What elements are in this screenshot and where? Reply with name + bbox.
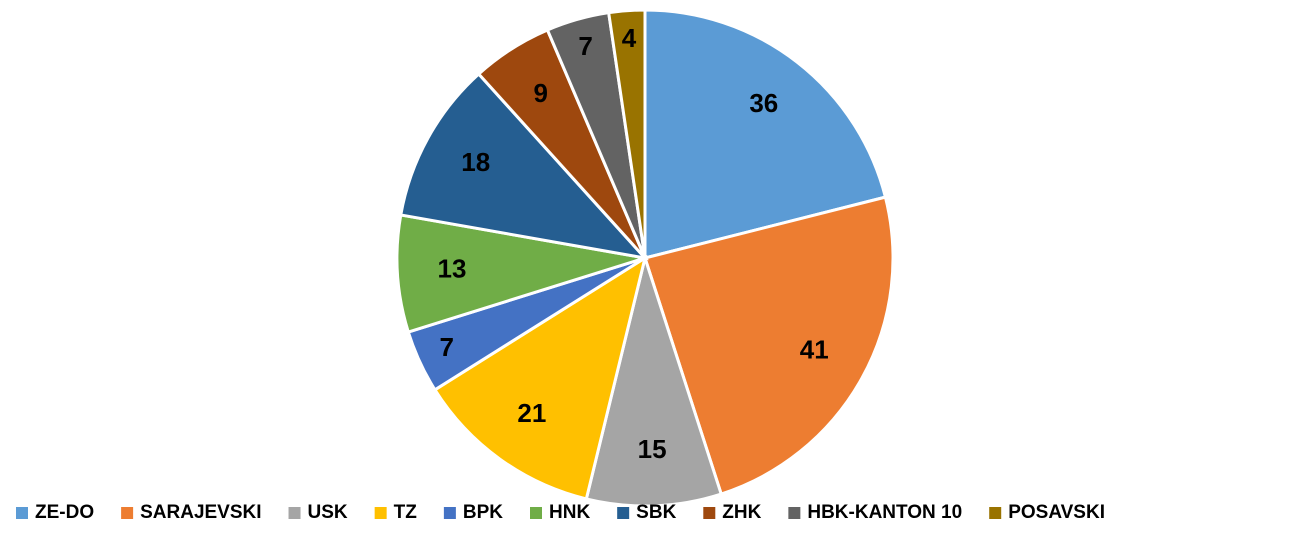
data-label: 36	[749, 88, 778, 118]
data-label: 21	[517, 398, 546, 428]
pie-slice	[606, 8, 647, 259]
legend-label: SBK	[636, 502, 676, 523]
legend-label: POSAVSKI	[1008, 502, 1105, 523]
data-label: 41	[800, 335, 829, 365]
legend-swatch	[288, 507, 301, 519]
legend-label: USK	[308, 502, 348, 523]
legend-label: HBK-KANTON 10	[807, 502, 962, 523]
data-label: 7	[440, 332, 454, 362]
data-label: 7	[578, 31, 592, 61]
legend-swatch	[121, 507, 134, 519]
pie-slice	[584, 252, 724, 508]
legend-label: BPK	[463, 502, 503, 523]
data-label: 18	[461, 147, 490, 177]
legend-label: ZHK	[722, 502, 761, 523]
pie-slice	[643, 8, 888, 260]
pie-slice	[643, 195, 895, 496]
data-label: 15	[638, 434, 667, 464]
legend-swatch	[16, 507, 28, 519]
legend-label: HNK	[549, 502, 590, 523]
pie-slice	[399, 71, 650, 261]
legend-swatch	[443, 507, 456, 519]
legend-swatch	[530, 507, 542, 519]
legend-swatch	[788, 507, 801, 519]
legend-swatch	[617, 507, 630, 519]
data-label: 9	[533, 78, 547, 108]
legend-label: SARAJEVSKI	[140, 502, 261, 523]
legend-swatch	[374, 507, 387, 519]
pie-slice	[395, 213, 646, 334]
legend-label: ZE-DO	[35, 502, 94, 523]
legend-swatch	[703, 507, 716, 519]
legend-label: TZ	[394, 502, 418, 523]
data-label: 4	[622, 23, 637, 53]
legend-swatch	[989, 507, 1002, 519]
data-label: 13	[437, 253, 466, 283]
pie-slice	[432, 254, 648, 501]
